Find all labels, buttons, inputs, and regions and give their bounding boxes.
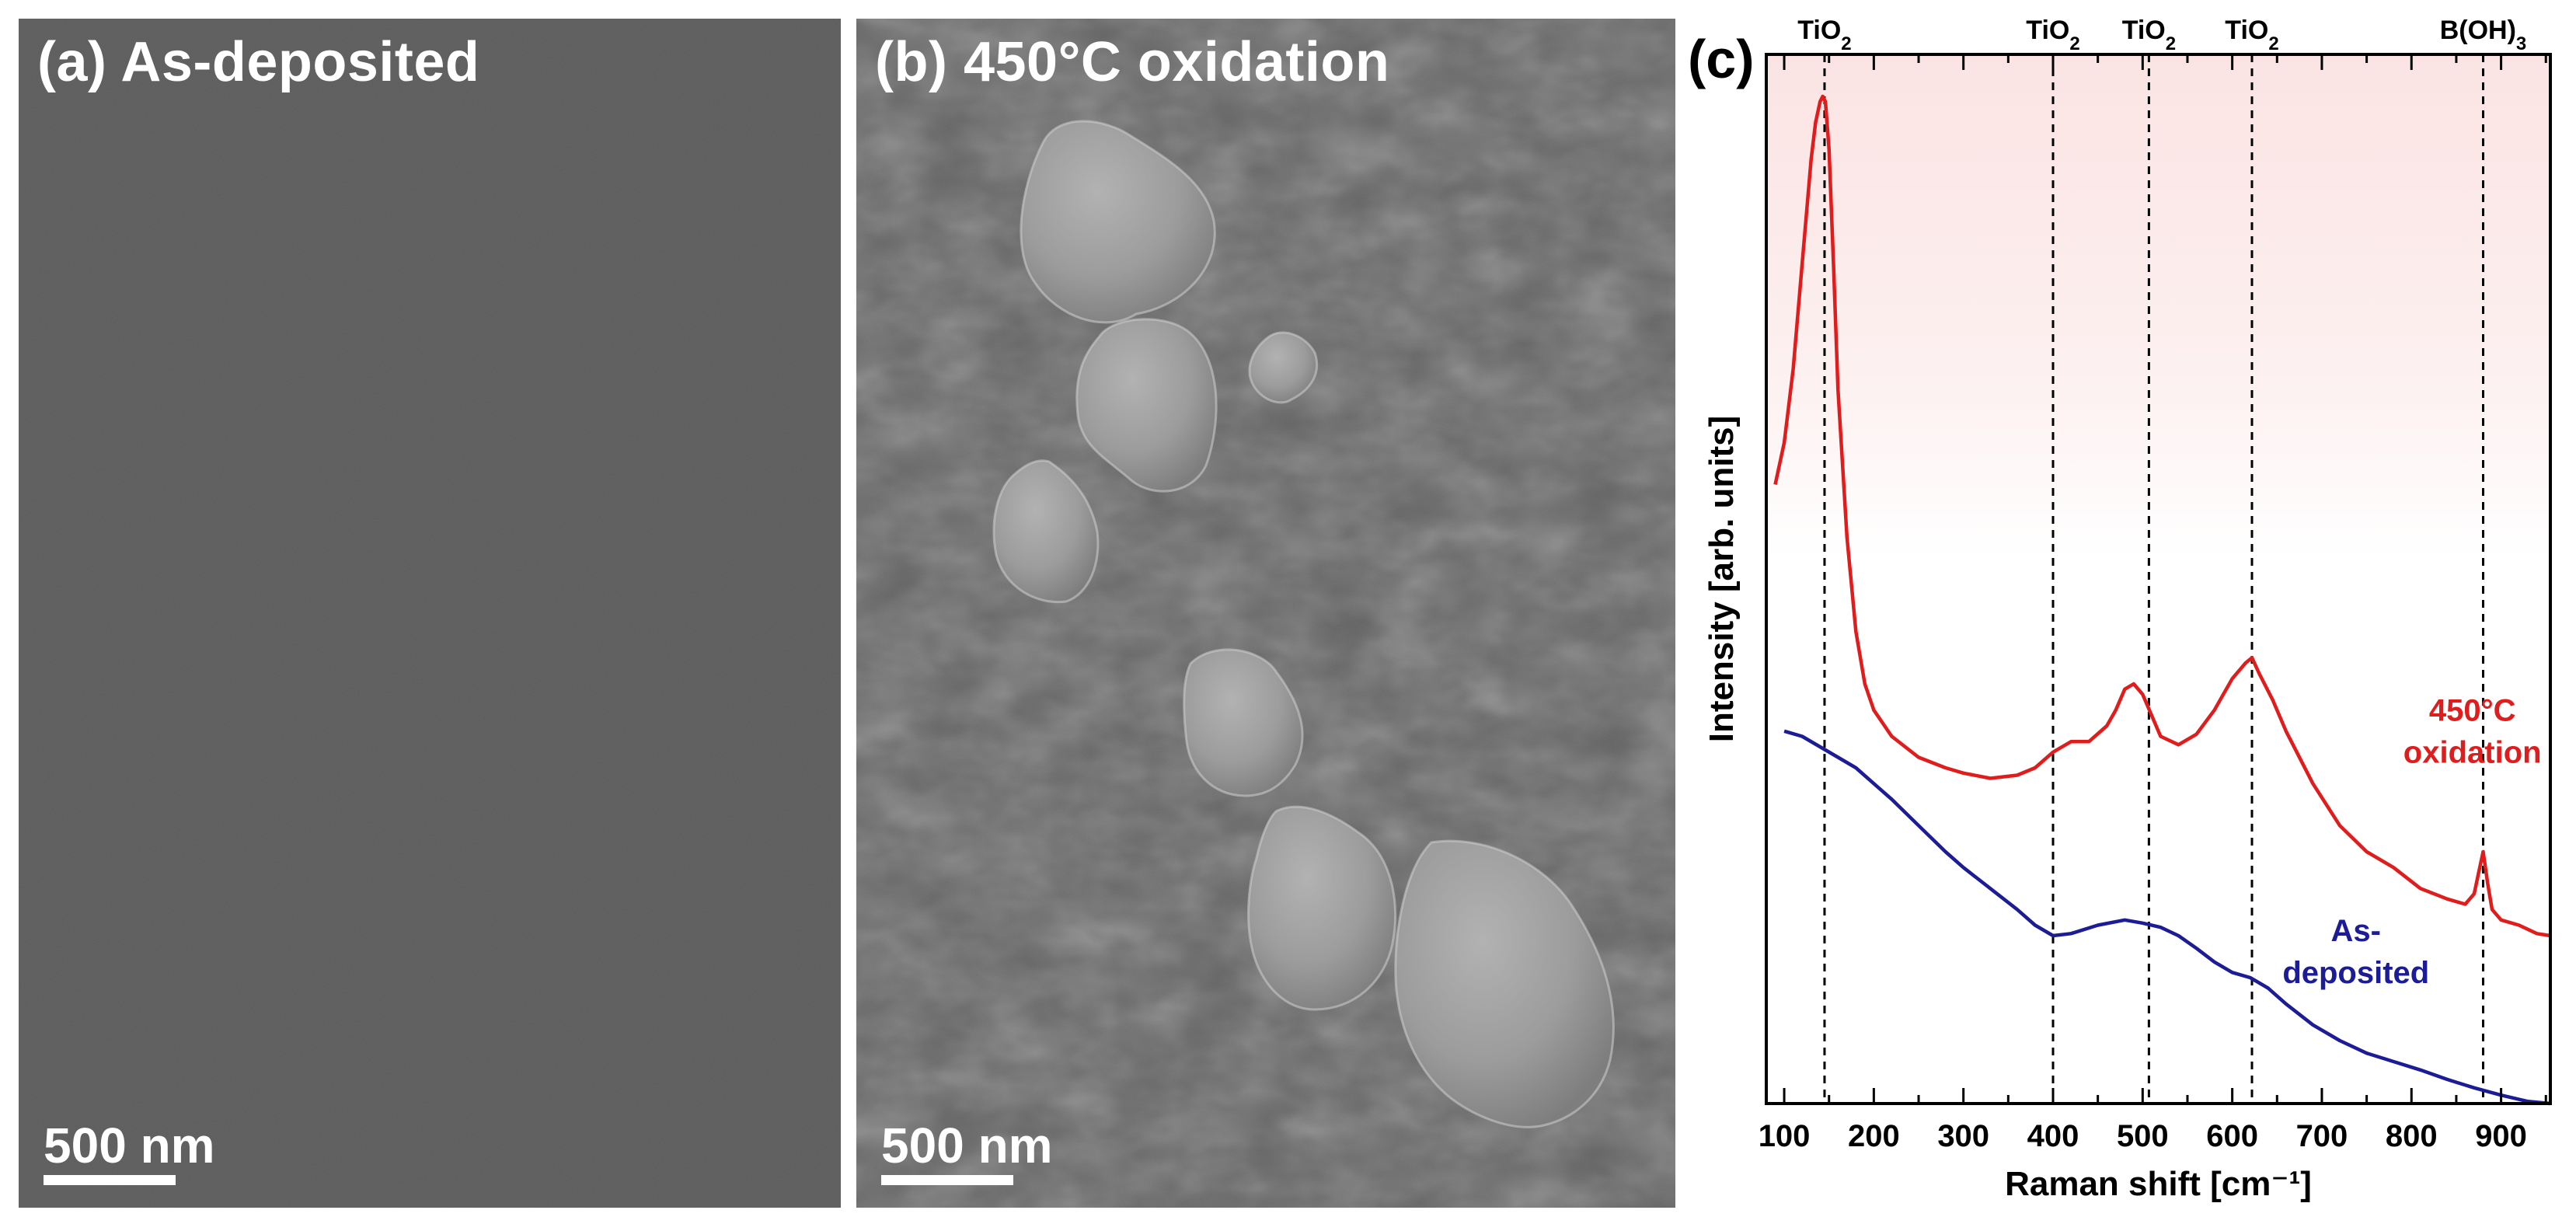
sem-micrograph-a [19, 19, 841, 1208]
x-tick-label: 500 [2117, 1119, 2169, 1153]
peak-label: TiO2 [1797, 16, 1851, 54]
x-tick-label: 600 [2206, 1119, 2258, 1153]
sem-micrograph-b [856, 19, 1675, 1208]
x-tick-label: 100 [1759, 1119, 1811, 1153]
scale-bar-label: 500 nm [44, 1118, 215, 1173]
sem-image-oxidized: (b) 450°C oxidation 500 nm [856, 19, 1675, 1208]
x-tick-label: 400 [2027, 1119, 2079, 1153]
surface-grains [992, 120, 1615, 1128]
peak-label: TiO2 [2122, 16, 2176, 54]
x-axis-title: Raman shift [cm⁻¹] [2005, 1165, 2312, 1203]
panel-c-label: (c) [1688, 29, 1755, 89]
x-tick-label: 300 [1937, 1119, 1989, 1153]
x-tick-label: 900 [2475, 1119, 2527, 1153]
series-label-oxidized: 450°C [2429, 693, 2516, 727]
series-label-as-deposited: deposited [2282, 956, 2429, 990]
series-line-oxidized [1773, 94, 2551, 938]
peak-label: B(OH)3 [2440, 16, 2527, 54]
peak-label: TiO2 [2225, 16, 2278, 54]
plot-background [1766, 54, 2550, 1104]
x-tick-label: 700 [2296, 1119, 2348, 1153]
x-tick-label: 200 [1848, 1119, 1900, 1153]
scale-bar [44, 1175, 176, 1185]
x-tick-label: 800 [2386, 1119, 2438, 1153]
series-label-as-deposited: As- [2331, 914, 2381, 948]
raman-chart-svg: 100 200 300 400 500 600 700 800 900 TiO2 TiO2 TiO2 T… [1688, 16, 2552, 1203]
y-axis-title: Intensity [arb. units] [1703, 416, 1741, 742]
plot-frame [1765, 53, 2552, 1105]
scale-bar [881, 1175, 1013, 1185]
scale-bar-label: 500 nm [881, 1118, 1053, 1173]
peak-label: TiO2 [2026, 16, 2079, 54]
series-line-as-deposited [1783, 729, 2551, 1106]
panel-b-title: (b) 450°C oxidation [875, 31, 1390, 93]
sem-image-as-deposited: (a) As-deposited 500 nm [19, 19, 841, 1208]
panel-a-title: (a) As-deposited [37, 31, 480, 93]
raman-spectra-chart: 100 200 300 400 500 600 700 800 900 TiO2 TiO2 TiO2 T… [1678, 0, 2576, 1224]
series-label-oxidized: oxidation [2403, 735, 2542, 769]
